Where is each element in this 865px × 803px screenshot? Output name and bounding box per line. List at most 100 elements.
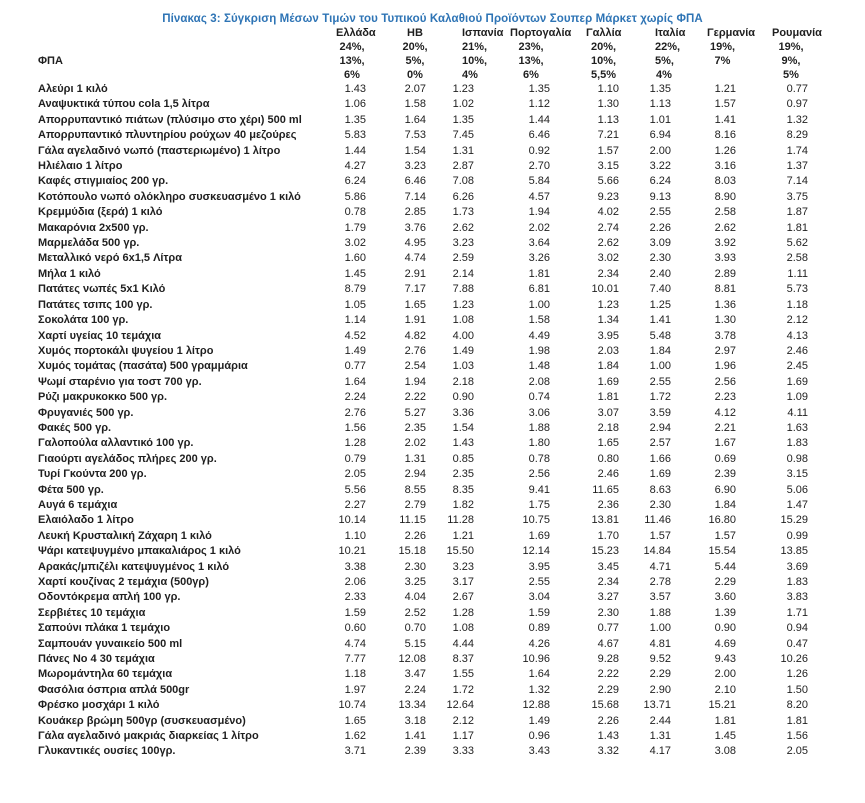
price-cell: 1.00 <box>649 360 671 373</box>
product-name: Πατάτες νωπές 5x1 Κιλό <box>38 283 166 296</box>
price-cell: 3.83 <box>786 591 808 604</box>
price-cell: 1.70 <box>597 529 619 542</box>
header-filler <box>810 40 865 54</box>
price-cell: 3.23 <box>404 160 426 173</box>
price-cell: 8.81 <box>714 283 736 296</box>
table-row: Σοκολάτα 100 γρ. 1.14 1.91 1.08 1.58 1.34 1.41… <box>0 313 865 328</box>
price-cell: 1.43 <box>344 83 366 95</box>
price-cell: 1.35 <box>344 113 366 126</box>
price-cell: 3.95 <box>597 329 619 342</box>
price-cell: 2.40 <box>649 267 671 280</box>
price-cell: 9.13 <box>649 190 671 203</box>
price-cell: 4.95 <box>404 237 426 250</box>
price-cell: 12.64 <box>446 699 474 712</box>
table-row: Κοτόπουλο νωπό ολόκληρο συσκευασμένο 1 κ… <box>0 190 865 205</box>
price-cell: 8.35 <box>452 483 474 496</box>
price-cell: 2.07 <box>404 83 426 95</box>
vat-rate-cell: 10%, <box>590 55 617 67</box>
price-cell: 11.15 <box>399 514 426 527</box>
price-cell: 0.85 <box>452 452 474 465</box>
price-cell: 3.23 <box>452 237 474 250</box>
price-cell: 1.39 <box>714 606 736 619</box>
price-cell: 0.47 <box>786 637 808 650</box>
price-cell: 4.57 <box>528 190 550 203</box>
price-cell: 1.47 <box>786 498 808 511</box>
price-cell: 2.22 <box>404 391 426 404</box>
header-spacer <box>0 40 302 54</box>
table-row: Κρεμμύδια (ξερά) 1 κιλό 0.78 2.85 1.73 1.94 4… <box>0 205 865 220</box>
price-cell: 1.00 <box>528 298 550 311</box>
row-filler <box>810 221 865 236</box>
price-cell: 11.65 <box>592 483 619 496</box>
price-cell: 2.36 <box>597 498 619 511</box>
price-cell: 9.23 <box>597 190 619 203</box>
price-cell: 1.72 <box>649 391 671 404</box>
price-cell: 2.76 <box>404 344 426 357</box>
row-filler <box>810 82 865 97</box>
price-cell: 2.02 <box>528 221 550 234</box>
price-cell: 1.64 <box>344 375 366 388</box>
vat-rate-cell: 19%, <box>778 41 804 53</box>
table-row: Γάλα αγελαδινό νωπό (παστεριωμένο) 1 λίτ… <box>0 144 865 159</box>
price-cell: 2.62 <box>714 221 736 234</box>
price-cell: 4.67 <box>597 637 619 650</box>
price-cell: 2.03 <box>597 344 619 357</box>
price-cell: 1.54 <box>404 144 426 157</box>
price-cell: 8.79 <box>344 283 366 296</box>
price-cell: 2.29 <box>597 683 619 696</box>
price-cell: 1.37 <box>786 160 808 173</box>
header-spacer <box>0 68 302 82</box>
product-name: Χαρτί κουζίνας 2 τεμάχια (500γρ) <box>38 576 209 588</box>
price-cell: 7.08 <box>452 175 474 188</box>
vat-rate-cell: 6% <box>523 69 539 81</box>
price-cell: 1.12 <box>528 98 550 111</box>
price-cell: 4.13 <box>786 329 808 342</box>
price-cell: 1.35 <box>649 83 671 95</box>
price-cell: 8.55 <box>404 483 426 496</box>
price-cell: 2.33 <box>344 591 366 604</box>
price-cell: 1.28 <box>344 437 366 450</box>
price-cell: 4.52 <box>344 329 366 342</box>
product-name: Ελαιόλαδο 1 λίτρο <box>38 514 134 527</box>
price-cell: 2.57 <box>649 437 671 450</box>
price-cell: 6.24 <box>344 175 366 188</box>
header-filler <box>810 68 865 82</box>
price-cell: 15.54 <box>708 545 736 558</box>
price-cell: 1.57 <box>597 144 619 157</box>
product-name: Αρακάς/μπιζέλι κατεψυγμένος 1 κιλό <box>38 560 230 573</box>
price-cell: 1.81 <box>597 391 619 404</box>
price-cell: 1.10 <box>344 529 366 542</box>
price-cell: 2.24 <box>404 683 426 696</box>
price-cell: 1.94 <box>404 375 426 388</box>
price-cell: 15.21 <box>708 699 736 712</box>
product-name: Φέτα 500 γρ. <box>38 483 104 496</box>
price-cell: 8.90 <box>714 190 736 203</box>
price-cell: 0.89 <box>528 622 550 635</box>
row-filler <box>810 683 865 698</box>
table-row: Λευκή Κρυσταλική Ζάχαρη 1 κιλό 1.10 2.26 1.… <box>0 529 865 544</box>
row-filler <box>810 714 865 729</box>
price-cell: 2.29 <box>649 668 671 681</box>
price-cell: 1.17 <box>452 730 474 743</box>
table-row: Χαρτί υγείας 10 τεμάχια 4.52 4.82 4.00 4.49 3… <box>0 329 865 344</box>
row-filler <box>810 421 865 436</box>
product-name: Πάνες No 4 30 τεμάχια <box>38 653 155 666</box>
row-filler <box>810 652 865 667</box>
price-cell: 2.34 <box>597 267 619 280</box>
price-cell: 1.10 <box>597 83 619 95</box>
price-cell: 9.52 <box>649 653 671 666</box>
price-cell: 1.96 <box>714 360 736 373</box>
row-filler <box>810 637 865 652</box>
price-cell: 12.08 <box>398 653 426 666</box>
price-cell: 6.24 <box>649 175 671 188</box>
price-cell: 2.94 <box>404 468 426 481</box>
price-cell: 1.60 <box>344 252 366 265</box>
row-filler <box>810 128 865 143</box>
price-cell: 2.26 <box>649 221 671 234</box>
price-cell: 3.57 <box>649 591 671 604</box>
vat-rate-cell: 13%, <box>339 55 365 67</box>
price-cell: 2.52 <box>404 606 426 619</box>
price-cell: 3.64 <box>528 237 550 250</box>
row-filler <box>810 575 865 590</box>
price-cell: 1.74 <box>786 144 808 157</box>
